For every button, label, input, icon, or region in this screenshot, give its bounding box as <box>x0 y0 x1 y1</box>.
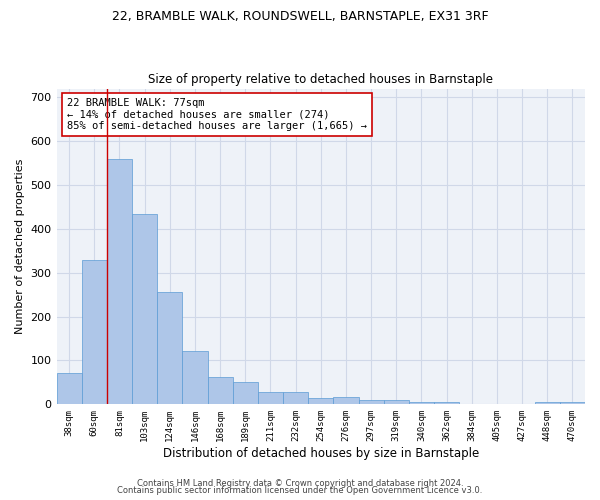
Bar <box>383 400 409 404</box>
Bar <box>434 402 459 404</box>
Text: Contains public sector information licensed under the Open Government Licence v3: Contains public sector information licen… <box>118 486 482 495</box>
Bar <box>182 351 208 405</box>
Bar <box>560 402 585 404</box>
Bar <box>535 402 560 404</box>
Bar <box>56 373 82 404</box>
Y-axis label: Number of detached properties: Number of detached properties <box>15 159 25 334</box>
Bar <box>208 377 233 404</box>
Bar <box>132 214 157 404</box>
Bar <box>82 260 107 404</box>
Bar <box>334 397 359 404</box>
Title: Size of property relative to detached houses in Barnstaple: Size of property relative to detached ho… <box>148 73 493 86</box>
Bar <box>157 292 182 405</box>
Text: 22 BRAMBLE WALK: 77sqm
← 14% of detached houses are smaller (274)
85% of semi-de: 22 BRAMBLE WALK: 77sqm ← 14% of detached… <box>67 98 367 131</box>
Text: 22, BRAMBLE WALK, ROUNDSWELL, BARNSTAPLE, EX31 3RF: 22, BRAMBLE WALK, ROUNDSWELL, BARNSTAPLE… <box>112 10 488 23</box>
X-axis label: Distribution of detached houses by size in Barnstaple: Distribution of detached houses by size … <box>163 447 479 460</box>
Text: Contains HM Land Registry data © Crown copyright and database right 2024.: Contains HM Land Registry data © Crown c… <box>137 478 463 488</box>
Bar <box>258 392 283 404</box>
Bar <box>283 392 308 404</box>
Bar <box>233 382 258 404</box>
Bar <box>409 402 434 404</box>
Bar <box>308 398 334 404</box>
Bar <box>107 158 132 404</box>
Bar <box>359 400 383 404</box>
